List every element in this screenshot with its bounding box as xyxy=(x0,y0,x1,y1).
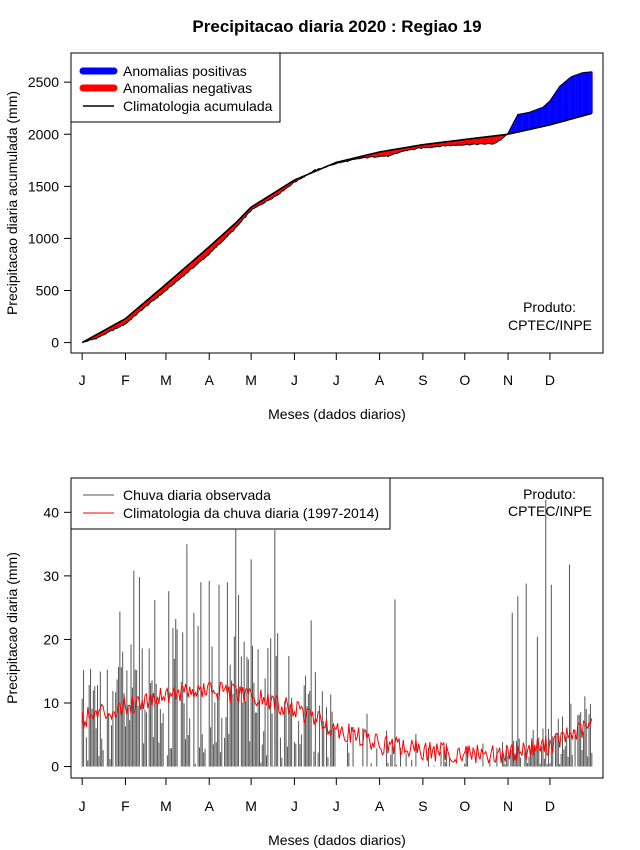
legend-label-negative: Anomalias negativas xyxy=(123,80,252,96)
bottom-x-tick-label: O xyxy=(459,798,470,814)
credit-source-top: CPTEC/INPE xyxy=(508,317,592,333)
bottom-y-tick-label: 20 xyxy=(43,631,59,647)
top-y-tick-label: 500 xyxy=(36,283,60,299)
bottom-x-tick-label: J xyxy=(333,798,340,814)
bottom-x-tick-label: D xyxy=(545,798,555,814)
cumulative-chart: 0 500 1000 1500 2000 2500 J F M A M J J A S O N D Meses … xyxy=(4,52,604,422)
bottom-x-tick-label: F xyxy=(121,798,130,814)
bottom-x-tick-label: N xyxy=(503,798,513,814)
top-x-tick-label: J xyxy=(333,372,340,388)
daily-climatology-line xyxy=(81,681,593,765)
legend-label-positive: Anomalias positivas xyxy=(123,63,247,79)
legend-label-observed: Chuva diaria observada xyxy=(123,487,271,503)
top-y-tick-label: 2500 xyxy=(28,74,59,90)
top-x-tick-label: J xyxy=(79,372,86,388)
bottom-y-tick-label: 10 xyxy=(43,695,59,711)
top-x-tick-label: M xyxy=(160,372,172,388)
daily-chart: 0 10 20 30 40 J F M A M J J A S O N D Meses (dados diar… xyxy=(4,477,604,848)
top-y-tick-label: 1500 xyxy=(28,178,59,194)
y-axis-title-bottom: Precipitacao diaria (mm) xyxy=(4,552,20,704)
y-axis-top: 0 500 1000 1500 2000 2500 xyxy=(28,74,72,351)
chart-title: Precipitacao diaria 2020 : Regiao 19 xyxy=(192,17,481,36)
top-x-tick-label: N xyxy=(503,372,513,388)
top-x-tick-label: A xyxy=(205,372,215,388)
bottom-x-tick-label: A xyxy=(375,798,385,814)
x-axis-title-bottom: Meses (dados diarios) xyxy=(268,832,406,848)
bottom-x-tick-label: J xyxy=(291,798,298,814)
climatology-cumulative-line xyxy=(81,112,593,344)
top-x-tick-label: M xyxy=(245,372,257,388)
top-x-tick-label: A xyxy=(375,372,385,388)
y-axis-title-top: Precipitacao diaria acumulada (mm) xyxy=(4,91,20,315)
top-y-tick-label: 2000 xyxy=(28,126,59,142)
legend-bottom: Chuva diaria observada Climatologia da c… xyxy=(70,477,391,530)
bottom-x-tick-label: M xyxy=(245,798,257,814)
credit-label-bottom: Produto: xyxy=(523,486,576,502)
legend-label-clim-daily: Climatologia da chuva diaria (1997-2014) xyxy=(123,505,379,521)
legend-box-bottom xyxy=(70,477,391,530)
top-x-tick-label: S xyxy=(418,372,427,388)
top-y-tick-label: 0 xyxy=(51,335,59,351)
top-x-tick-label: O xyxy=(459,372,470,388)
top-x-tick-label: J xyxy=(291,372,298,388)
bottom-x-tick-label: M xyxy=(160,798,172,814)
bottom-y-tick-label: 30 xyxy=(43,568,59,584)
bottom-x-tick-label: A xyxy=(205,798,215,814)
top-x-tick-label: F xyxy=(121,372,130,388)
bottom-y-tick-label: 40 xyxy=(43,504,59,520)
bottom-y-tick-label: 0 xyxy=(51,759,59,775)
daily-rain-bars xyxy=(81,499,593,767)
credit-label-top: Produto: xyxy=(523,299,576,315)
bottom-x-tick-label: J xyxy=(79,798,86,814)
credit-source-bottom: CPTEC/INPE xyxy=(508,503,592,519)
legend-label-climatology: Climatologia acumulada xyxy=(123,98,273,114)
top-x-tick-label: D xyxy=(545,372,555,388)
bottom-x-tick-label: S xyxy=(418,798,427,814)
legend-top: Anomalias positivas Anomalias negativas … xyxy=(70,52,281,123)
top-y-tick-label: 1000 xyxy=(28,230,59,246)
y-axis-bottom: 0 10 20 30 40 xyxy=(43,504,72,775)
x-axis-title-top: Meses (dados diarios) xyxy=(268,406,406,422)
